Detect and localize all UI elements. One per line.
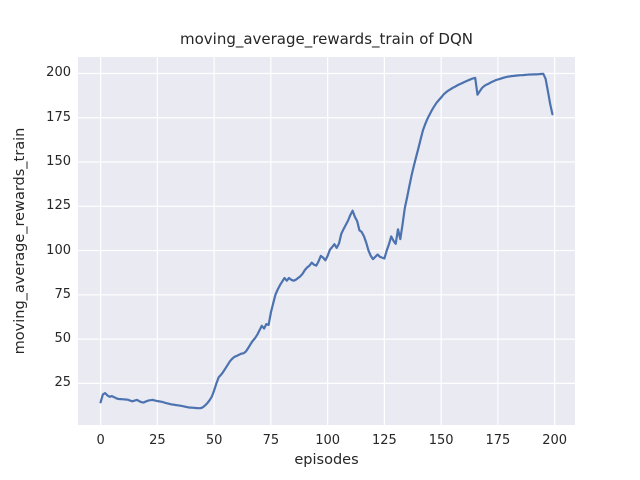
y-tick-label: 200 xyxy=(46,65,71,81)
x-tick-label: 75 xyxy=(262,433,280,448)
plot-area xyxy=(78,57,575,425)
y-tick-label: 25 xyxy=(54,375,71,391)
x-tick-label: 50 xyxy=(205,433,223,448)
x-tick-label: 200 xyxy=(542,433,568,448)
x-tick-label: 25 xyxy=(149,433,166,448)
x-tick-label: 0 xyxy=(96,433,105,448)
x-tick-label: 100 xyxy=(315,433,341,448)
chart-title: moving_average_rewards_train of DQN xyxy=(179,30,474,48)
x-tick-label: 125 xyxy=(371,433,397,448)
y-tick-label: 125 xyxy=(46,198,71,214)
x-tick-label: 150 xyxy=(428,433,454,448)
y-tick-label: 175 xyxy=(46,109,71,125)
x-tick-label: 175 xyxy=(485,433,511,448)
y-tick-label: 50 xyxy=(54,331,71,347)
x-axis-label: episodes xyxy=(294,452,359,468)
data-line xyxy=(99,72,554,410)
line-chart-svg xyxy=(78,57,575,425)
y-tick-label: 150 xyxy=(46,154,71,170)
y-tick-label: 100 xyxy=(46,242,71,258)
y-tick-label: 75 xyxy=(54,286,71,302)
